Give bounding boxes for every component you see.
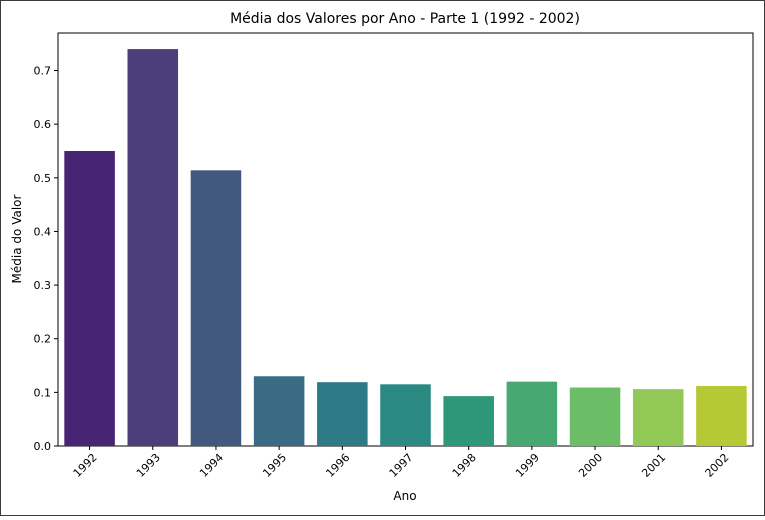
x-tick-label: 1997: [387, 451, 416, 480]
x-tick-label: 1993: [134, 451, 163, 480]
x-axis: 1992 1993 1994 1995 1996 1997 1998 1999 2000 2001…: [71, 446, 732, 480]
x-tick-label: 1996: [323, 451, 352, 480]
bar-2001: [632, 389, 684, 446]
bar-2000: [569, 387, 621, 446]
bar-1997: [380, 384, 431, 446]
x-tick-label: 2000: [576, 451, 605, 480]
x-tick-label: 1999: [513, 451, 542, 480]
chart-title: Média dos Valores por Ano - Parte 1 (199…: [230, 11, 580, 27]
y-tick-label: 0.4: [34, 225, 52, 238]
y-axis-label: Média do Valor: [10, 195, 24, 284]
y-tick-label: 0.6: [34, 118, 52, 131]
x-tick-label: 1992: [71, 451, 100, 480]
y-tick-label: 0.1: [34, 386, 52, 399]
bars-group: [64, 49, 747, 447]
x-tick-label: 1995: [260, 451, 289, 480]
bar-1992: [64, 151, 115, 446]
y-tick-label: 0.7: [34, 65, 52, 78]
bar-2002: [696, 385, 747, 446]
y-tick-label: 0.3: [34, 279, 52, 292]
y-tick-label: 0.5: [34, 172, 52, 185]
bar-1998: [443, 396, 494, 446]
bar-1994: [190, 170, 242, 446]
x-tick-label: 2002: [703, 451, 732, 480]
y-tick-label: 0.0: [34, 440, 52, 453]
x-tick-label: 1994: [197, 451, 226, 480]
x-tick-label: 2001: [639, 451, 668, 480]
bar-1993: [127, 49, 179, 447]
bar-1996: [317, 382, 368, 446]
x-axis-label: Ano: [393, 489, 416, 503]
x-tick-label: 1998: [450, 451, 479, 480]
bar-1995: [253, 376, 305, 446]
y-axis: 0.0 0.1 0.2 0.3 0.4 0.5 0.6 0.7: [34, 65, 58, 453]
bar-1999: [506, 381, 558, 446]
y-tick-label: 0.2: [34, 333, 52, 346]
